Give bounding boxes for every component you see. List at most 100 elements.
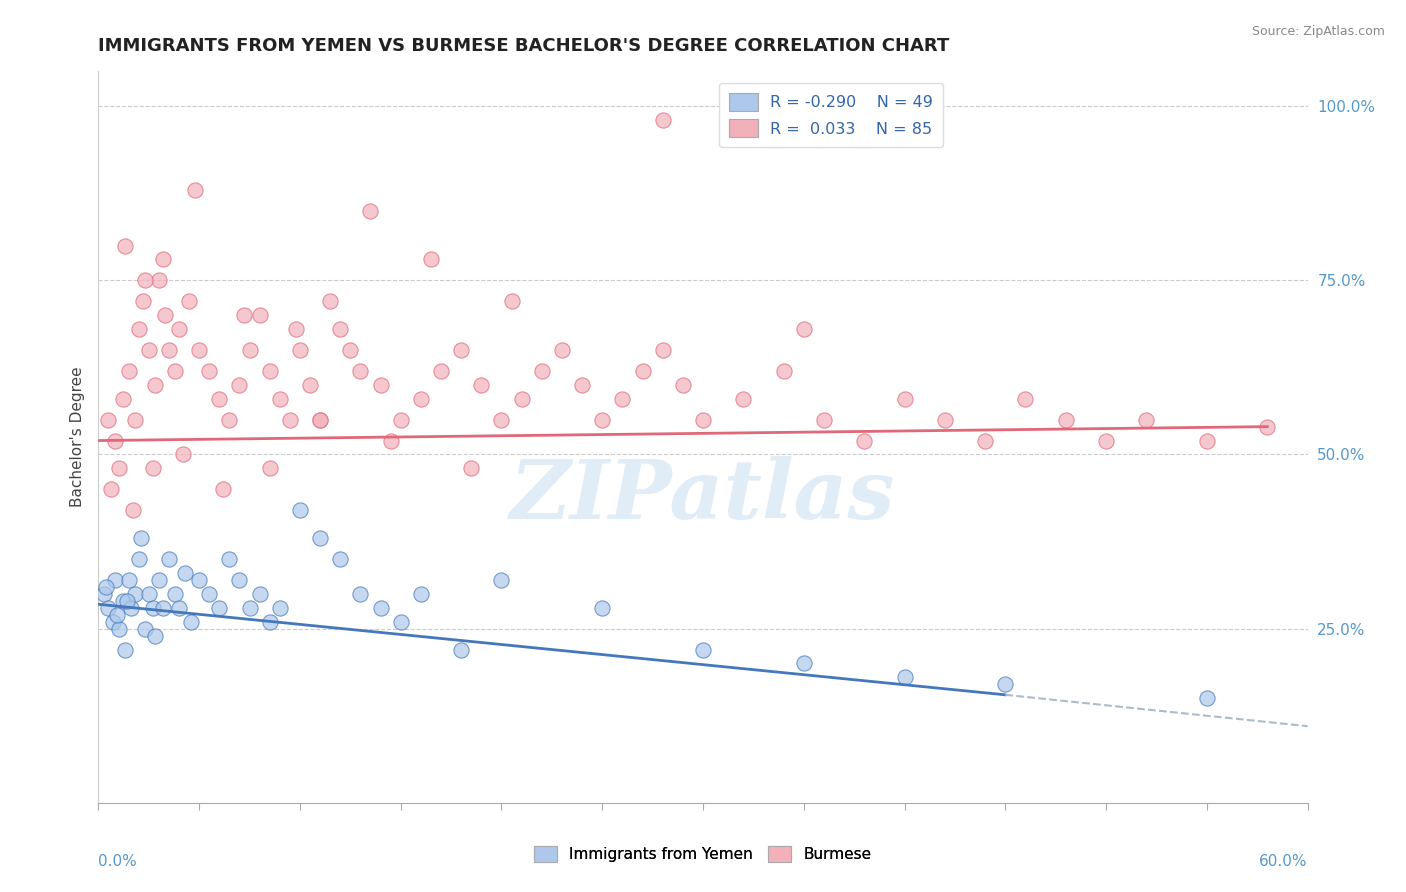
Point bbox=[239, 600, 262, 615]
Point bbox=[692, 642, 714, 657]
Point bbox=[329, 322, 352, 336]
Point bbox=[118, 573, 141, 587]
Point bbox=[450, 642, 472, 657]
Point bbox=[188, 573, 211, 587]
Point bbox=[134, 273, 156, 287]
Point bbox=[631, 364, 654, 378]
Point bbox=[793, 657, 815, 671]
Point bbox=[450, 343, 472, 357]
Point bbox=[793, 322, 815, 336]
Point bbox=[198, 364, 221, 378]
Point bbox=[278, 412, 301, 426]
Point bbox=[212, 483, 235, 497]
Point bbox=[142, 461, 165, 475]
Point bbox=[208, 600, 231, 615]
Point bbox=[259, 461, 281, 475]
Point bbox=[551, 343, 574, 357]
Point bbox=[591, 412, 613, 426]
Point bbox=[360, 203, 382, 218]
Point bbox=[853, 434, 876, 448]
Point bbox=[349, 364, 371, 378]
Point bbox=[672, 377, 695, 392]
Point bbox=[208, 392, 231, 406]
Point bbox=[148, 273, 170, 287]
Point bbox=[1095, 434, 1118, 448]
Point bbox=[893, 392, 915, 406]
Point bbox=[107, 622, 129, 636]
Point bbox=[167, 600, 190, 615]
Point bbox=[114, 238, 136, 252]
Point bbox=[188, 343, 211, 357]
Point bbox=[571, 377, 593, 392]
Point bbox=[460, 461, 482, 475]
Point bbox=[309, 412, 332, 426]
Point bbox=[591, 600, 613, 615]
Point bbox=[121, 503, 143, 517]
Point bbox=[134, 622, 156, 636]
Point bbox=[152, 600, 174, 615]
Point bbox=[105, 607, 128, 622]
Point bbox=[128, 322, 150, 336]
Point bbox=[1054, 412, 1077, 426]
Point bbox=[118, 364, 141, 378]
Point bbox=[148, 573, 170, 587]
Point bbox=[772, 364, 794, 378]
Point bbox=[491, 573, 513, 587]
Text: IMMIGRANTS FROM YEMEN VS BURMESE BACHELOR'S DEGREE CORRELATION CHART: IMMIGRANTS FROM YEMEN VS BURMESE BACHELO… bbox=[98, 37, 949, 54]
Point bbox=[128, 552, 150, 566]
Point bbox=[93, 587, 115, 601]
Point bbox=[1135, 412, 1157, 426]
Point bbox=[103, 573, 125, 587]
Point bbox=[163, 364, 186, 378]
Point bbox=[370, 377, 392, 392]
Point bbox=[228, 377, 250, 392]
Point bbox=[380, 434, 402, 448]
Point bbox=[389, 412, 412, 426]
Point bbox=[309, 531, 332, 545]
Point bbox=[1195, 691, 1218, 706]
Y-axis label: Bachelor's Degree: Bachelor's Degree bbox=[69, 367, 84, 508]
Text: 0.0%: 0.0% bbox=[98, 854, 138, 869]
Point bbox=[232, 308, 254, 322]
Point bbox=[239, 343, 262, 357]
Point bbox=[129, 531, 152, 545]
Point bbox=[152, 252, 174, 267]
Point bbox=[101, 615, 124, 629]
Point bbox=[124, 412, 146, 426]
Point bbox=[97, 600, 120, 615]
Point bbox=[1195, 434, 1218, 448]
Point bbox=[269, 392, 291, 406]
Point bbox=[501, 294, 523, 309]
Point bbox=[107, 461, 129, 475]
Point bbox=[974, 434, 997, 448]
Point bbox=[259, 364, 281, 378]
Legend: Immigrants from Yemen, Burmese: Immigrants from Yemen, Burmese bbox=[529, 839, 877, 868]
Point bbox=[97, 412, 120, 426]
Point bbox=[153, 308, 176, 322]
Point bbox=[420, 252, 443, 267]
Point bbox=[288, 343, 311, 357]
Point bbox=[163, 587, 186, 601]
Point bbox=[349, 587, 371, 601]
Point bbox=[103, 434, 125, 448]
Point bbox=[1014, 392, 1036, 406]
Point bbox=[491, 412, 513, 426]
Point bbox=[612, 392, 634, 406]
Point bbox=[430, 364, 453, 378]
Point bbox=[143, 629, 166, 643]
Point bbox=[114, 642, 136, 657]
Point bbox=[143, 377, 166, 392]
Point bbox=[184, 183, 207, 197]
Point bbox=[111, 594, 134, 608]
Point bbox=[111, 392, 134, 406]
Point bbox=[120, 600, 142, 615]
Point bbox=[180, 615, 202, 629]
Point bbox=[994, 677, 1017, 691]
Text: 60.0%: 60.0% bbox=[1260, 854, 1308, 869]
Point bbox=[893, 670, 915, 684]
Point bbox=[100, 483, 122, 497]
Point bbox=[259, 615, 281, 629]
Point bbox=[218, 412, 240, 426]
Point bbox=[284, 322, 307, 336]
Point bbox=[115, 594, 138, 608]
